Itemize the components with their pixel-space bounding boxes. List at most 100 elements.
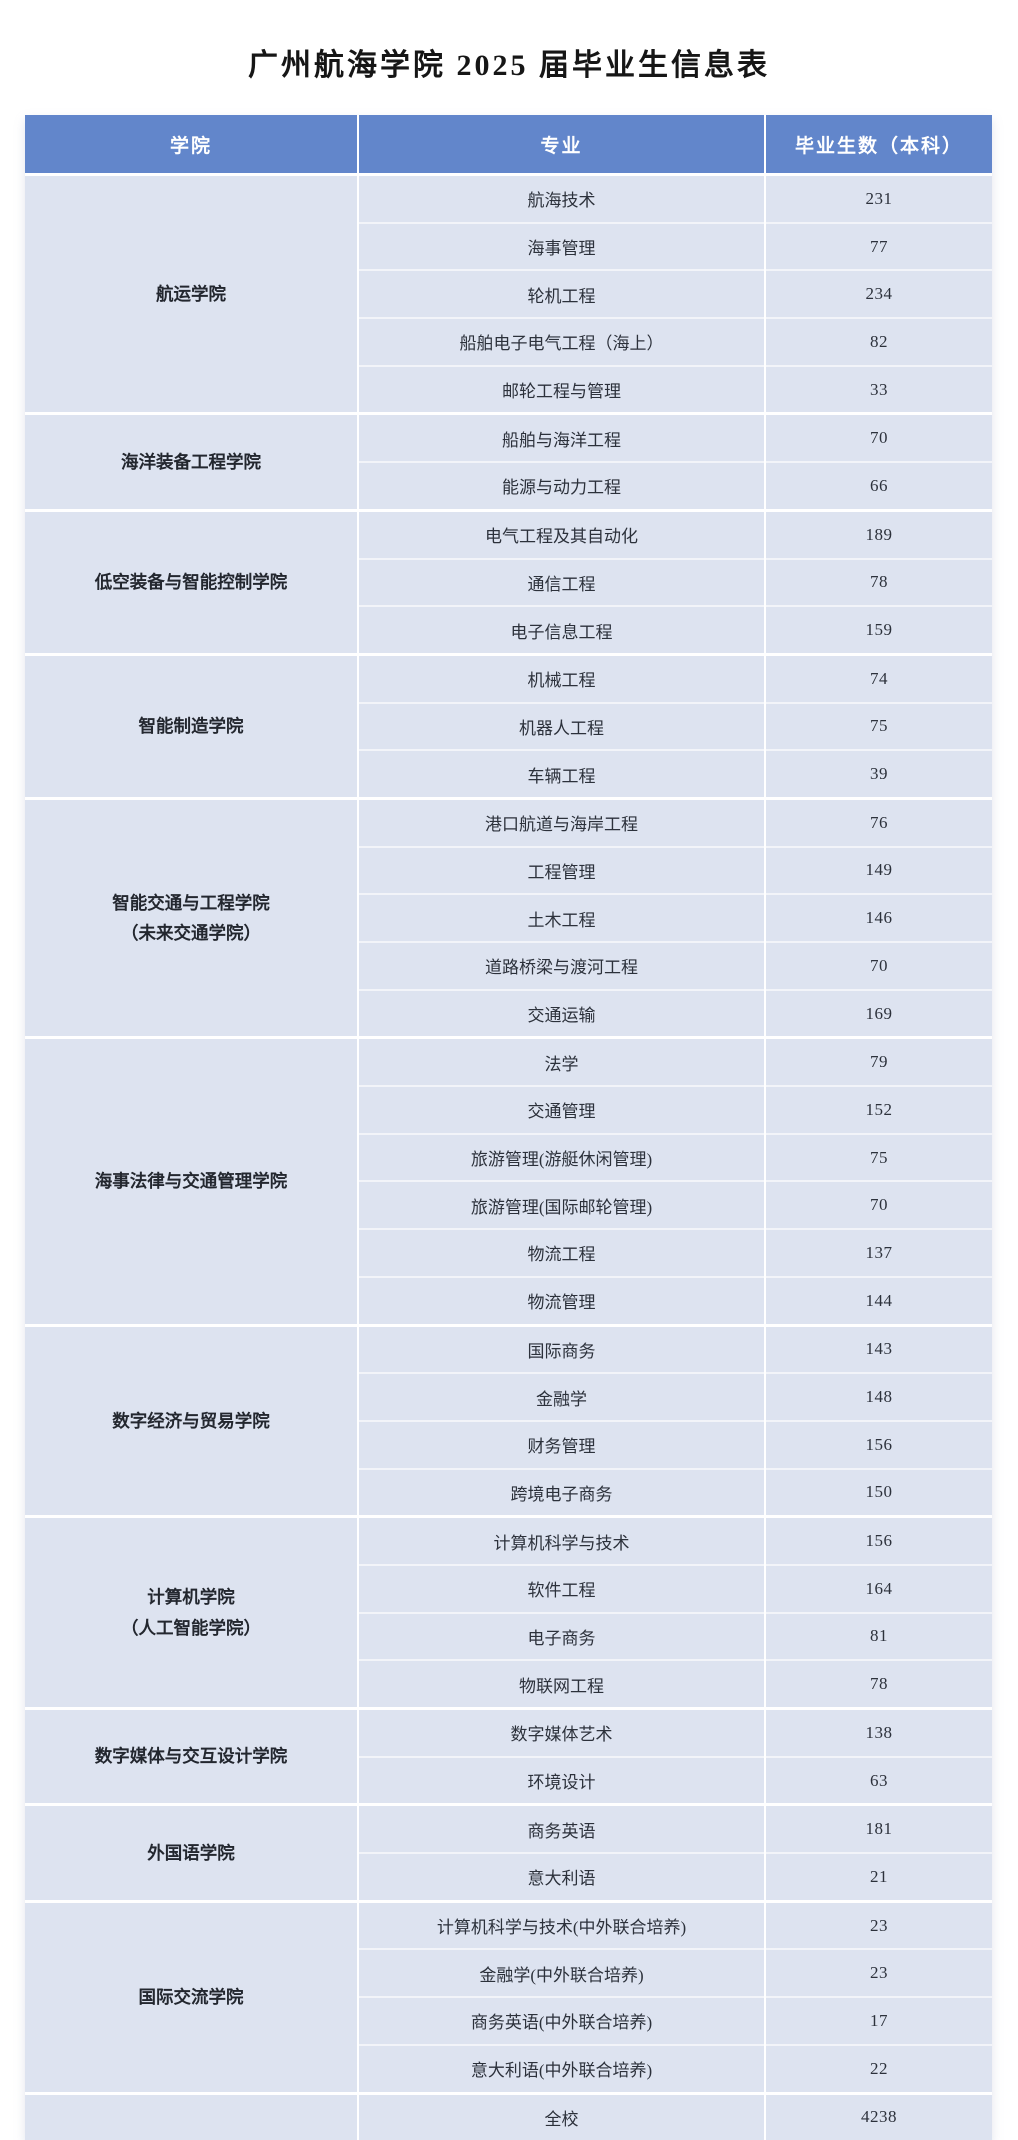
count-cell: 23 <box>765 1949 992 1997</box>
header-count: 毕业生数（本科） <box>765 115 992 175</box>
major-cell: 工程管理 <box>358 847 765 895</box>
major-cell: 海事管理 <box>358 223 765 271</box>
major-cell: 财务管理 <box>358 1421 765 1469</box>
total-label-cell: 全校 <box>358 2093 765 2140</box>
count-cell: 81 <box>765 1613 992 1661</box>
major-cell: 国际商务 <box>358 1325 765 1373</box>
total-college-cell <box>25 2093 358 2140</box>
count-cell: 39 <box>765 750 992 798</box>
major-cell: 航海技术 <box>358 175 765 223</box>
major-cell: 机械工程 <box>358 654 765 702</box>
total-count-cell: 4238 <box>765 2093 992 2140</box>
major-cell: 计算机科学与技术 <box>358 1517 765 1565</box>
major-cell: 交通管理 <box>358 1086 765 1134</box>
major-cell: 软件工程 <box>358 1565 765 1613</box>
college-cell: 低空装备与智能控制学院 <box>25 510 358 654</box>
major-cell: 能源与动力工程 <box>358 462 765 510</box>
count-cell: 181 <box>765 1805 992 1853</box>
count-cell: 146 <box>765 894 992 942</box>
count-cell: 63 <box>765 1757 992 1805</box>
major-cell: 旅游管理(游艇休闲管理) <box>358 1134 765 1182</box>
college-cell: 数字媒体与交互设计学院 <box>25 1709 358 1805</box>
major-cell: 计算机科学与技术(中外联合培养) <box>358 1901 765 1949</box>
count-cell: 137 <box>765 1229 992 1277</box>
major-cell: 轮机工程 <box>358 270 765 318</box>
major-cell: 道路桥梁与渡河工程 <box>358 942 765 990</box>
count-cell: 70 <box>765 942 992 990</box>
header-row: 学院 专业 毕业生数（本科） <box>25 115 992 175</box>
major-cell: 商务英语 <box>358 1805 765 1853</box>
count-cell: 23 <box>765 1901 992 1949</box>
count-cell: 82 <box>765 318 992 366</box>
count-cell: 17 <box>765 1997 992 2045</box>
count-cell: 22 <box>765 2045 992 2093</box>
major-cell: 邮轮工程与管理 <box>358 366 765 414</box>
count-cell: 21 <box>765 1853 992 1901</box>
header-college: 学院 <box>25 115 358 175</box>
major-cell: 电子商务 <box>358 1613 765 1661</box>
major-cell: 通信工程 <box>358 559 765 607</box>
college-cell: 智能制造学院 <box>25 654 358 798</box>
count-cell: 75 <box>765 703 992 751</box>
major-cell: 金融学 <box>358 1373 765 1421</box>
college-cell: 海事法律与交通管理学院 <box>25 1038 358 1325</box>
count-cell: 231 <box>765 175 992 223</box>
major-cell: 商务英语(中外联合培养) <box>358 1997 765 2045</box>
count-cell: 156 <box>765 1517 992 1565</box>
major-cell: 意大利语(中外联合培养) <box>358 2045 765 2093</box>
count-cell: 70 <box>765 1181 992 1229</box>
major-cell: 物流工程 <box>358 1229 765 1277</box>
major-cell: 土木工程 <box>358 894 765 942</box>
major-cell: 船舶与海洋工程 <box>358 414 765 462</box>
major-cell: 电气工程及其自动化 <box>358 510 765 558</box>
major-cell: 环境设计 <box>358 1757 765 1805</box>
college-cell: 航运学院 <box>25 175 358 414</box>
count-cell: 156 <box>765 1421 992 1469</box>
count-cell: 169 <box>765 990 992 1038</box>
count-cell: 148 <box>765 1373 992 1421</box>
major-cell: 旅游管理(国际邮轮管理) <box>358 1181 765 1229</box>
major-cell: 意大利语 <box>358 1853 765 1901</box>
college-cell: 数字经济与贸易学院 <box>25 1325 358 1517</box>
major-cell: 跨境电子商务 <box>358 1469 765 1517</box>
major-cell: 数字媒体艺术 <box>358 1709 765 1757</box>
count-cell: 144 <box>765 1277 992 1325</box>
major-cell: 车辆工程 <box>358 750 765 798</box>
count-cell: 189 <box>765 510 992 558</box>
count-cell: 78 <box>765 1660 992 1708</box>
major-cell: 法学 <box>358 1038 765 1086</box>
count-cell: 66 <box>765 462 992 510</box>
major-cell: 电子信息工程 <box>358 606 765 654</box>
count-cell: 75 <box>765 1134 992 1182</box>
count-cell: 234 <box>765 270 992 318</box>
page-title: 广州航海学院 2025 届毕业生信息表 <box>0 48 1018 84</box>
count-cell: 164 <box>765 1565 992 1613</box>
count-cell: 76 <box>765 798 992 846</box>
count-cell: 70 <box>765 414 992 462</box>
major-cell: 物流管理 <box>358 1277 765 1325</box>
college-cell: 计算机学院（人工智能学院） <box>25 1517 358 1709</box>
major-cell: 物联网工程 <box>358 1660 765 1708</box>
count-cell: 78 <box>765 559 992 607</box>
count-cell: 138 <box>765 1709 992 1757</box>
major-cell: 交通运输 <box>358 990 765 1038</box>
major-cell: 金融学(中外联合培养) <box>358 1949 765 1997</box>
college-cell: 智能交通与工程学院（未来交通学院） <box>25 798 358 1037</box>
count-cell: 77 <box>765 223 992 271</box>
college-cell: 外国语学院 <box>25 1805 358 1901</box>
count-cell: 149 <box>765 847 992 895</box>
count-cell: 159 <box>765 606 992 654</box>
